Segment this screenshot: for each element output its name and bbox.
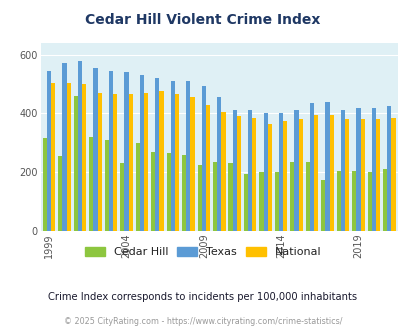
- Bar: [66, 82, 70, 231]
- Bar: [340, 111, 344, 231]
- Bar: [120, 163, 124, 231]
- Bar: [171, 81, 175, 231]
- Bar: [298, 119, 302, 231]
- Bar: [356, 108, 360, 231]
- Text: Cedar Hill Violent Crime Index: Cedar Hill Violent Crime Index: [85, 13, 320, 27]
- Bar: [390, 118, 394, 231]
- Bar: [232, 111, 236, 231]
- Bar: [243, 174, 247, 231]
- Bar: [124, 72, 128, 231]
- Bar: [344, 119, 348, 231]
- Bar: [290, 162, 294, 231]
- Bar: [367, 172, 371, 231]
- Bar: [371, 108, 375, 231]
- Bar: [205, 105, 209, 231]
- Bar: [89, 137, 93, 231]
- Bar: [93, 68, 97, 231]
- Legend: Cedar Hill, Texas, National: Cedar Hill, Texas, National: [80, 243, 325, 262]
- Bar: [305, 162, 309, 231]
- Bar: [294, 111, 298, 231]
- Bar: [82, 84, 86, 231]
- Bar: [351, 171, 356, 231]
- Bar: [274, 172, 278, 231]
- Bar: [213, 162, 217, 231]
- Bar: [128, 94, 132, 231]
- Text: © 2025 CityRating.com - https://www.cityrating.com/crime-statistics/: © 2025 CityRating.com - https://www.city…: [64, 317, 341, 326]
- Bar: [360, 119, 364, 231]
- Bar: [166, 153, 171, 231]
- Bar: [181, 154, 186, 231]
- Bar: [186, 81, 190, 231]
- Bar: [375, 119, 379, 231]
- Bar: [62, 63, 66, 231]
- Bar: [325, 102, 329, 231]
- Bar: [155, 78, 159, 231]
- Bar: [278, 114, 283, 231]
- Bar: [144, 93, 148, 231]
- Bar: [263, 114, 267, 231]
- Bar: [259, 172, 263, 231]
- Bar: [109, 71, 113, 231]
- Bar: [47, 71, 51, 231]
- Bar: [320, 180, 325, 231]
- Bar: [175, 94, 179, 231]
- Bar: [51, 82, 55, 231]
- Bar: [74, 96, 78, 231]
- Bar: [113, 94, 117, 231]
- Bar: [252, 118, 256, 231]
- Bar: [228, 163, 232, 231]
- Bar: [135, 143, 139, 231]
- Bar: [217, 97, 221, 231]
- Bar: [139, 75, 144, 231]
- Bar: [313, 115, 318, 231]
- Bar: [247, 111, 252, 231]
- Bar: [201, 85, 205, 231]
- Bar: [309, 103, 313, 231]
- Bar: [336, 171, 340, 231]
- Bar: [159, 91, 163, 231]
- Bar: [329, 115, 333, 231]
- Bar: [283, 121, 287, 231]
- Bar: [78, 60, 82, 231]
- Bar: [190, 97, 194, 231]
- Bar: [43, 138, 47, 231]
- Bar: [97, 93, 102, 231]
- Bar: [382, 169, 386, 231]
- Text: Crime Index corresponds to incidents per 100,000 inhabitants: Crime Index corresponds to incidents per…: [48, 292, 357, 302]
- Bar: [236, 116, 241, 231]
- Bar: [197, 165, 201, 231]
- Bar: [104, 140, 109, 231]
- Bar: [58, 156, 62, 231]
- Bar: [221, 112, 225, 231]
- Bar: [386, 106, 390, 231]
- Bar: [267, 124, 271, 231]
- Bar: [151, 152, 155, 231]
